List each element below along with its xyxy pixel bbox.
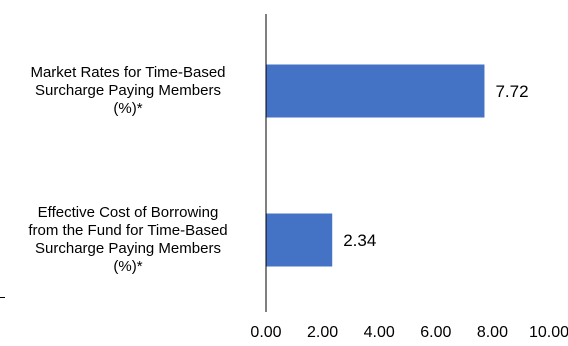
category-label-line: Effective Cost of Borrowing [37, 204, 219, 221]
category-label-line: Surcharge Paying Members [35, 82, 221, 99]
category-label-line: Market Rates for Time-Based [30, 64, 226, 81]
category-label-line: Surcharge Paying Members [35, 240, 221, 257]
category-label-line: from the Fund for Time-Based [28, 222, 228, 239]
value-label-2: 2.34 [343, 231, 376, 250]
x-tick-label: 10.00 [529, 324, 568, 341]
bar-2 [266, 213, 333, 267]
x-tick-label: 8.00 [477, 324, 508, 341]
x-tick-label: 6.00 [420, 324, 451, 341]
x-tick-label: 0.00 [250, 324, 281, 341]
category-label-2: Effective Cost of Borrowing from the Fund… [0, 204, 256, 276]
category-label-line: (%)* [113, 258, 143, 275]
category-label-line: (%)* [113, 100, 143, 117]
value-label-1: 7.72 [495, 82, 528, 101]
x-tick-label: 2.00 [307, 324, 338, 341]
category-label-1: Market Rates for Time-Based Surcharge Pay… [0, 64, 256, 118]
x-tick-label: 4.00 [364, 324, 395, 341]
stray-mark [0, 297, 5, 298]
bar-1 [266, 64, 485, 118]
